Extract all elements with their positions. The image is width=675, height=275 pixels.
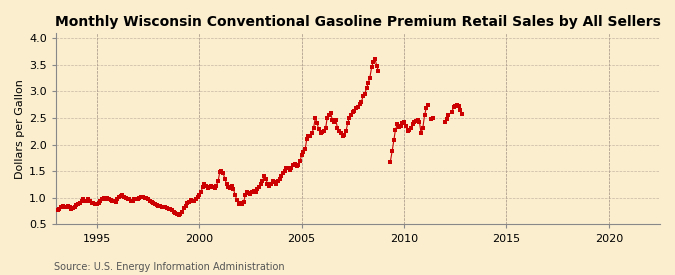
Text: Source: U.S. Energy Information Administration: Source: U.S. Energy Information Administ… — [54, 262, 285, 272]
Title: Monthly Wisconsin Conventional Gasoline Premium Retail Sales by All Sellers: Monthly Wisconsin Conventional Gasoline … — [55, 15, 661, 29]
Y-axis label: Dollars per Gallon: Dollars per Gallon — [15, 79, 25, 179]
